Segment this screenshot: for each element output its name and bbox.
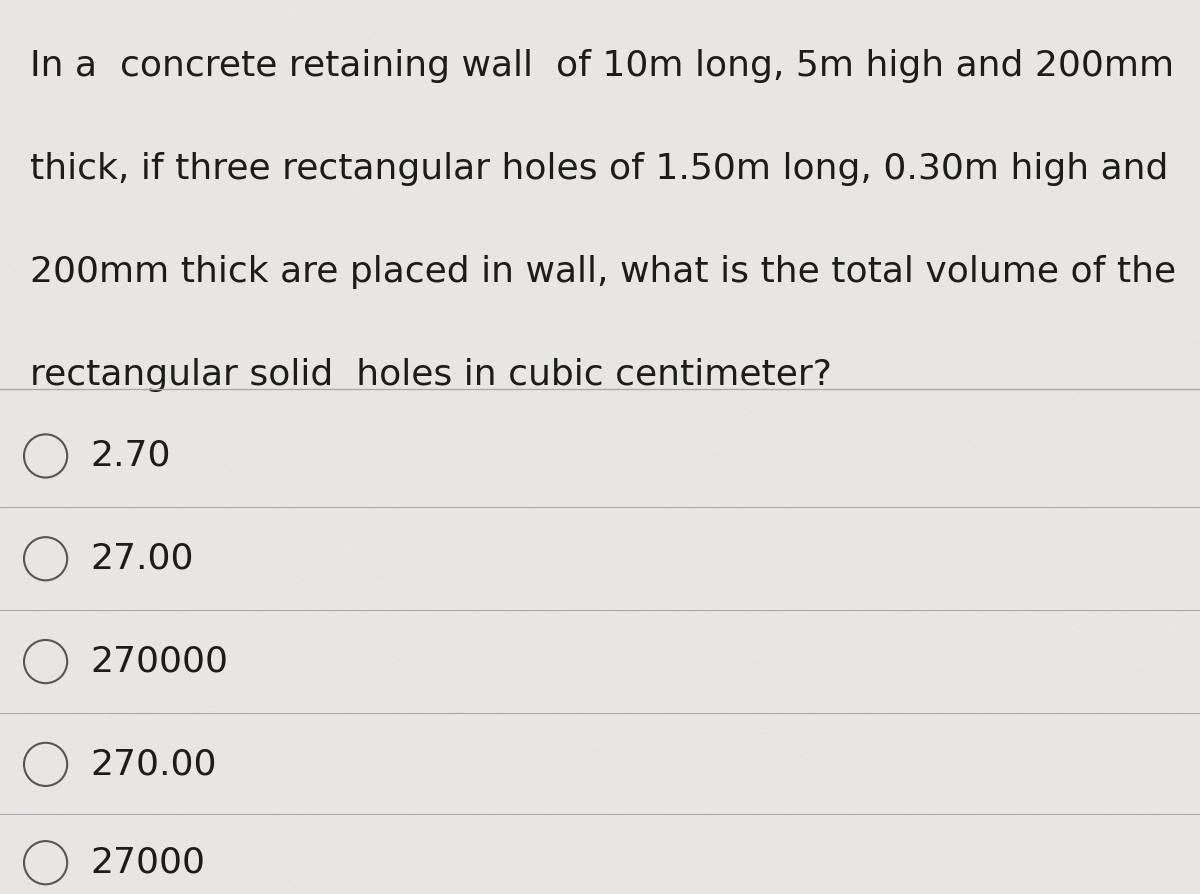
- Text: 270000: 270000: [90, 645, 228, 679]
- Text: thick, if three rectangular holes of 1.50m long, 0.30m high and: thick, if three rectangular holes of 1.5…: [30, 152, 1169, 186]
- Text: 2.70: 2.70: [90, 439, 170, 473]
- Text: 270.00: 270.00: [90, 747, 216, 781]
- Text: In a  concrete retaining wall  of 10m long, 5m high and 200mm: In a concrete retaining wall of 10m long…: [30, 49, 1174, 83]
- Text: rectangular solid  holes in cubic centimeter?: rectangular solid holes in cubic centime…: [30, 358, 832, 392]
- Text: 27000: 27000: [90, 846, 205, 880]
- Text: 200mm thick are placed in wall, what is the total volume of the: 200mm thick are placed in wall, what is …: [30, 255, 1176, 289]
- Text: 27.00: 27.00: [90, 542, 193, 576]
